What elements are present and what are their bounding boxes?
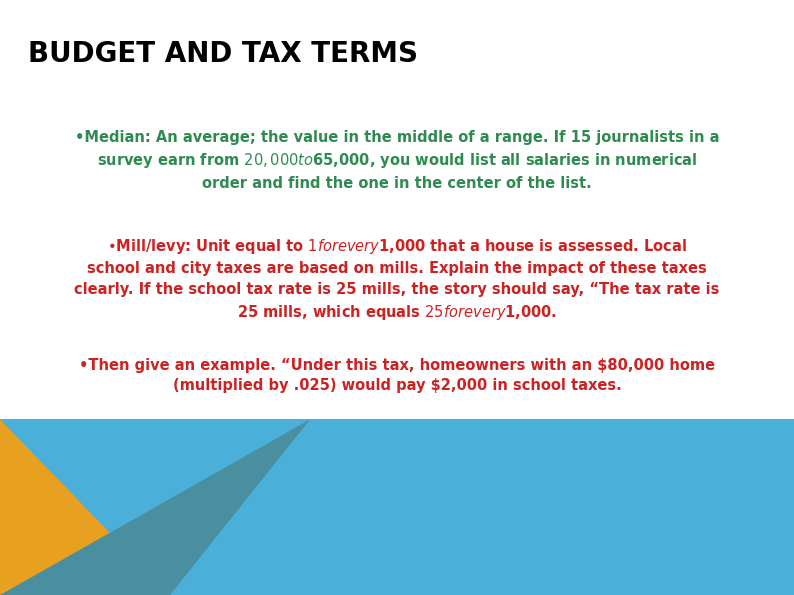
Text: BUDGET AND TAX TERMS: BUDGET AND TAX TERMS	[28, 40, 418, 68]
Text: •Mill/levy: Unit equal to $1 for every $1,000 that a house is assessed. Local
sc: •Mill/levy: Unit equal to $1 for every $…	[75, 237, 719, 322]
Polygon shape	[0, 419, 170, 595]
Polygon shape	[0, 419, 310, 595]
Bar	[0, 419, 794, 595]
Text: •Median: An average; the value in the middle of a range. If 15 journalists in a
: •Median: An average; the value in the mi…	[75, 130, 719, 191]
Text: •Then give an example. “Under this tax, homeowners with an $80,000 home
(multipl: •Then give an example. “Under this tax, …	[79, 358, 715, 393]
